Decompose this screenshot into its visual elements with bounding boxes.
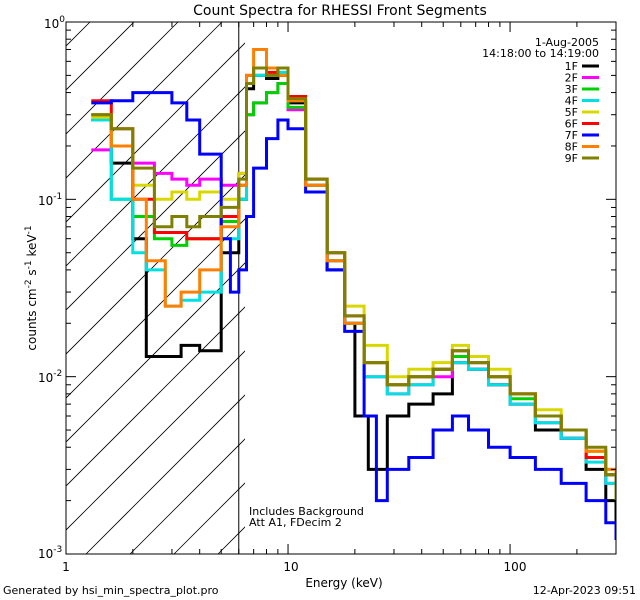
y-tick-labels: 100 10-1 10-2 10-3 bbox=[38, 15, 65, 561]
legend-label-6F: 6F bbox=[565, 118, 578, 131]
x-tick-labels: 1 10 100 bbox=[62, 560, 526, 574]
y-tick-label: 10-3 bbox=[38, 545, 62, 561]
hatch-line bbox=[66, 130, 245, 311]
plot-frame bbox=[65, 21, 617, 555]
legend-label-1F: 1F bbox=[565, 60, 578, 73]
series-line-5F bbox=[91, 66, 616, 484]
hatch-line bbox=[66, 350, 245, 531]
hatch-line bbox=[85, 394, 245, 554]
y-tick-label: 100 bbox=[44, 15, 65, 31]
hatch-line bbox=[66, 42, 245, 223]
hatch-line bbox=[0, 22, 46, 554]
x-tick-label: 100 bbox=[504, 560, 527, 574]
legend-label-7F: 7F bbox=[565, 129, 578, 142]
hatch-line bbox=[66, 218, 245, 399]
series-layer bbox=[91, 48, 616, 540]
series-line-4F bbox=[91, 70, 616, 501]
y-tick-label: 10-1 bbox=[38, 192, 62, 208]
series-line-3F bbox=[91, 82, 616, 494]
series-line-9F bbox=[91, 66, 616, 501]
y-tick-label: 10-2 bbox=[38, 369, 62, 385]
footer-generated-by: Generated by hsi_min_spectra_plot.pro bbox=[3, 584, 219, 597]
series-line-2F bbox=[91, 82, 616, 501]
hatch-line bbox=[66, 22, 223, 179]
legend-label-9F: 9F bbox=[565, 152, 578, 165]
annotation-attenuator: Att A1, FDecim 2 bbox=[249, 516, 342, 529]
axis-ticks bbox=[65, 21, 617, 555]
legend-label-5F: 5F bbox=[565, 106, 578, 119]
chart-title: Count Spectra for RHESSI Front Segments bbox=[193, 3, 487, 19]
series-line-8F bbox=[91, 48, 616, 484]
y-axis-label: counts cm-2 s-1 keV-1 bbox=[24, 225, 39, 350]
hatch-line bbox=[66, 22, 179, 135]
legend-label-3F: 3F bbox=[565, 83, 578, 96]
legend-label-2F: 2F bbox=[565, 72, 578, 85]
legend-label-4F: 4F bbox=[565, 95, 578, 108]
hatch-line bbox=[66, 22, 91, 47]
x-axis-label: Energy (keV) bbox=[305, 576, 382, 590]
hatch-line bbox=[66, 86, 245, 267]
series-line-1F bbox=[91, 73, 616, 523]
annotation-background: Includes Background bbox=[249, 505, 364, 518]
x-tick-label: 1 bbox=[62, 560, 70, 574]
date-label: 1-Aug-2005 bbox=[535, 36, 599, 49]
footer-timestamp: 12-Apr-2023 09:51 bbox=[533, 584, 636, 597]
hatch-line bbox=[66, 306, 245, 487]
x-tick-label: 10 bbox=[283, 560, 298, 574]
hatch-line bbox=[66, 174, 245, 355]
time-range-label: 14:18:00 to 14:19:00 bbox=[482, 47, 599, 60]
legend-label-8F: 8F bbox=[565, 141, 578, 154]
hatch-line bbox=[129, 438, 245, 554]
hatch-line bbox=[66, 262, 245, 443]
